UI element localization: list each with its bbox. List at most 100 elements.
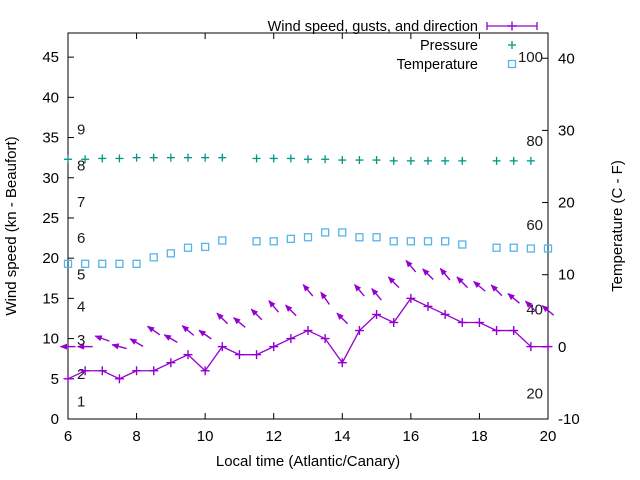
temperature-point [132, 259, 141, 268]
gust-arrow-head [198, 329, 207, 337]
x-tick-label: 14 [334, 428, 351, 445]
temperature-point [200, 242, 210, 252]
temperature-point [440, 237, 450, 246]
temperature-point [372, 233, 381, 242]
x-tick-label: 18 [471, 428, 488, 445]
temperature-point [543, 244, 553, 253]
fahrenheit-label: 80 [526, 133, 543, 150]
plot-frame [67, 32, 549, 420]
y-tick-label: 45 [42, 49, 59, 66]
y-tick-label: 0 [51, 411, 59, 428]
gust-arrow-head [94, 335, 103, 342]
temperature-point [80, 259, 90, 268]
temperature-point [98, 259, 107, 268]
y2-tick-label: -10 [558, 411, 580, 428]
gust-arrow-head [525, 300, 533, 308]
gust-arrow-head [456, 276, 464, 284]
gust-arrow-head [439, 267, 447, 276]
gust-arrow-head [490, 284, 499, 292]
y2-axis-title: Temperature (C - F) [609, 160, 626, 292]
gust-arrow-head [336, 312, 344, 320]
x-axis-title: Local time (Atlantic/Canary) [216, 453, 400, 470]
y-tick-label: 20 [42, 250, 59, 267]
gust-arrow-head [387, 276, 396, 284]
gust-arrow-head [285, 304, 293, 312]
x-tick-label: 6 [64, 428, 72, 445]
temperature-point [149, 253, 158, 262]
gust-arrow-head [354, 283, 362, 292]
gust-arrow-head [76, 343, 85, 350]
temperature-point [269, 237, 278, 246]
y2-tick-label: 0 [558, 339, 566, 356]
temperature-point [252, 237, 261, 246]
temperature-point [389, 237, 398, 246]
temperature-point [63, 259, 73, 268]
wind-speed-line [67, 297, 548, 380]
legend-label-0: Wind speed, gusts, and direction [268, 19, 478, 35]
gust-arrow-head [250, 308, 259, 316]
x-tick-label: 12 [265, 428, 282, 445]
beaufort-label: 4 [77, 298, 85, 315]
beaufort-label: 1 [77, 393, 85, 410]
gust-arrow-head [233, 317, 241, 325]
beaufort-label: 3 [77, 332, 85, 349]
y2-tick-label: 20 [558, 195, 575, 212]
temperature-point [355, 233, 364, 242]
gust-arrow-head [405, 259, 413, 268]
gust-arrow-head [181, 325, 190, 333]
y2-tick-label: 10 [558, 267, 575, 284]
gust-arrow-head [541, 305, 550, 313]
legend-label-2: Temperature [397, 57, 478, 73]
x-tick-label: 10 [197, 428, 214, 445]
temperature-point [218, 236, 227, 245]
y-tick-label: 15 [42, 290, 59, 307]
temperature-point [492, 243, 501, 252]
gust-arrow-head [129, 338, 138, 345]
y-tick-label: 25 [42, 210, 59, 227]
beaufort-label: 5 [77, 266, 85, 283]
gust-arrow-head [216, 312, 224, 320]
gust-arrow-head [111, 343, 120, 350]
x-tick-label: 16 [403, 428, 420, 445]
gust-arrow-head [422, 268, 430, 276]
gust-arrow-head [371, 288, 379, 296]
temperature-point [303, 233, 313, 242]
temperature-point [526, 244, 536, 253]
temperature-point [286, 234, 296, 244]
gust-arrow-head [302, 283, 310, 292]
y-tick-label: 30 [42, 170, 59, 187]
temperature-point [183, 243, 193, 252]
x-tick-label: 20 [540, 428, 557, 445]
fahrenheit-label: 20 [526, 385, 543, 402]
gust-arrow-head [59, 343, 67, 350]
beaufort-label: 2 [77, 366, 85, 383]
gust-arrow-head [146, 325, 155, 333]
y-tick-label: 35 [42, 130, 59, 147]
y-tick-label: 5 [51, 371, 59, 388]
fahrenheit-label: 60 [526, 217, 543, 234]
gust-arrow-head [268, 300, 276, 308]
gust-arrow-head [507, 293, 515, 301]
temperature-point [166, 249, 176, 258]
temperature-point [423, 237, 433, 246]
legend-sample-temperature [507, 59, 517, 69]
beaufort-label: 8 [77, 158, 85, 175]
beaufort-label: 6 [77, 230, 85, 247]
temperature-point [509, 243, 518, 252]
y-tick-label: 40 [42, 89, 59, 106]
beaufort-label: 7 [77, 194, 85, 211]
y2-tick-label: 40 [558, 50, 575, 67]
fahrenheit-label: 100 [518, 49, 543, 66]
gust-arrow-head [163, 334, 172, 341]
temperature-point [458, 240, 467, 249]
y2-tick-label: 30 [558, 122, 575, 139]
x-tick-label: 8 [132, 428, 140, 445]
legend-label-1: Pressure [420, 38, 478, 54]
gust-arrow-head [473, 280, 481, 289]
y-tick-label: 10 [42, 331, 59, 348]
beaufort-label: 9 [77, 122, 85, 139]
temperature-point [320, 228, 330, 237]
y-axis-title: Wind speed (kn - Beaufort) [3, 136, 20, 315]
